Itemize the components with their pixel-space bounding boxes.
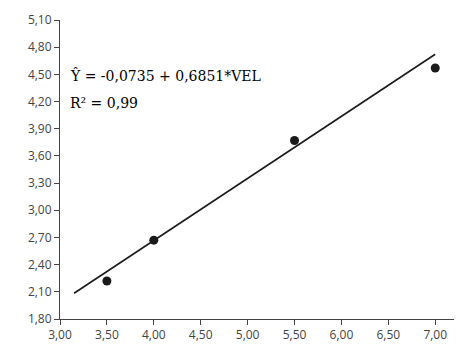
svg-text:5,10: 5,10 bbox=[28, 11, 52, 28]
svg-text:3,00: 3,00 bbox=[48, 326, 72, 343]
svg-text:3,90: 3,90 bbox=[28, 120, 52, 137]
svg-text:5,00: 5,00 bbox=[236, 326, 260, 343]
svg-text:2,10: 2,10 bbox=[28, 283, 52, 300]
svg-text:3,50: 3,50 bbox=[95, 326, 119, 343]
svg-text:7,00: 7,00 bbox=[423, 326, 447, 343]
svg-text:2,70: 2,70 bbox=[28, 229, 52, 246]
svg-text:1,80: 1,80 bbox=[28, 310, 52, 327]
svg-text:Ŷ = -0,0735 + 0,6851*VEL: Ŷ = -0,0735 + 0,6851*VEL bbox=[70, 67, 261, 84]
svg-text:5,50: 5,50 bbox=[283, 326, 307, 343]
svg-text:6,50: 6,50 bbox=[376, 326, 400, 343]
svg-text:4,00: 4,00 bbox=[142, 326, 166, 343]
svg-text:3,00: 3,00 bbox=[28, 201, 52, 218]
svg-text:6,00: 6,00 bbox=[330, 326, 354, 343]
svg-text:R² = 0,99: R² = 0,99 bbox=[70, 95, 138, 111]
svg-text:3,30: 3,30 bbox=[28, 174, 52, 191]
svg-text:3,60: 3,60 bbox=[28, 147, 52, 164]
svg-text:4,50: 4,50 bbox=[28, 66, 52, 83]
svg-text:4,80: 4,80 bbox=[28, 38, 52, 55]
svg-text:4,50: 4,50 bbox=[189, 326, 213, 343]
svg-text:2,40: 2,40 bbox=[28, 256, 52, 273]
svg-text:4,20: 4,20 bbox=[28, 93, 52, 110]
